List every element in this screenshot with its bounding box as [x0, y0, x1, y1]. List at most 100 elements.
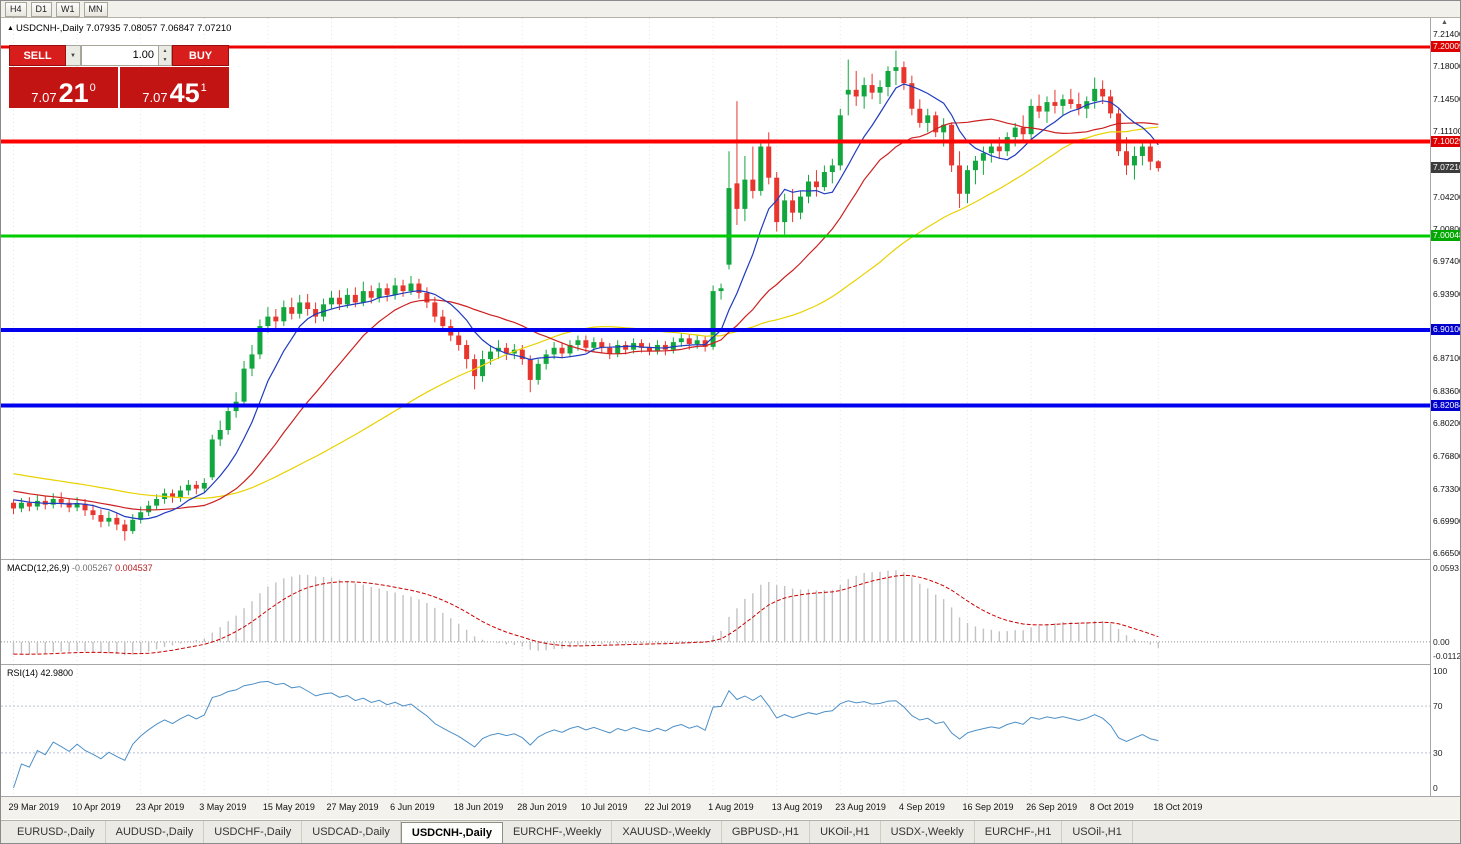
main-price-chart[interactable] — [1, 18, 1430, 559]
macd-axis-label: 0.00 — [1433, 636, 1450, 647]
tab-ukoil-h1[interactable]: UKOil-,H1 — [810, 821, 881, 843]
price-badge: 6.90100 — [1431, 323, 1460, 335]
volume-up-icon[interactable]: ▲ — [159, 46, 171, 56]
price-tick: 6.66500 — [1433, 547, 1461, 558]
main-chart-svg[interactable] — [1, 18, 1430, 559]
scroll-to-end-icon[interactable]: ▲ — [1441, 19, 1448, 26]
price-tick: 7.04200 — [1433, 191, 1461, 202]
date-label: 22 Jul 2019 — [644, 802, 692, 812]
price-badge: 7.07210 — [1431, 162, 1460, 174]
macd-label: MACD(12,26,9) — [7, 563, 70, 573]
tab-eurchf-h1[interactable]: EURCHF-,H1 — [975, 821, 1063, 843]
macd-panel[interactable] — [1, 560, 1430, 664]
price-tick: 7.14500 — [1433, 94, 1461, 105]
collapse-icon[interactable]: ▲ — [7, 25, 14, 32]
macd-signal-line — [13, 574, 1159, 655]
price-badge: 7.00048 — [1431, 229, 1460, 241]
rsi-panel[interactable] — [1, 665, 1430, 796]
date-label: 13 Aug 2019 — [771, 802, 823, 812]
date-label: 10 Jul 2019 — [580, 802, 628, 812]
date-label: 23 Aug 2019 — [835, 802, 886, 812]
bid-price-small: 7.07 — [31, 90, 57, 105]
volume-dropdown-icon[interactable]: ▼ — [66, 45, 81, 66]
price-tick: 6.73300 — [1433, 483, 1461, 494]
one-click-trade-panel: SELL ▼ 1.00 ▲ ▼ BUY 7.07 21 0 7.07 45 1 — [9, 45, 229, 108]
price-badge: 7.10029 — [1431, 135, 1460, 147]
price-tick: 7.21400 — [1433, 29, 1461, 40]
bid-price-sup: 0 — [89, 82, 96, 94]
date-label: 15 May 2019 — [262, 802, 315, 812]
macd-signal-value: 0.004537 — [115, 563, 153, 573]
timeframe-button-d1[interactable]: D1 — [30, 1, 53, 17]
rsi-line — [13, 680, 1159, 789]
date-label: 28 Jun 2019 — [517, 802, 567, 812]
time-axis[interactable]: 29 Mar 2019 10 Apr 2019 23 Apr 2019 3 May 2… — [1, 797, 1460, 819]
date-label: 8 Oct 2019 — [1089, 802, 1134, 812]
chart-title-ohlc: 7.07935 7.08057 7.06847 7.07210 — [86, 23, 232, 34]
panel-separator — [1, 796, 1460, 797]
price-tick: 7.11100 — [1433, 126, 1461, 137]
chart-title: ▲ USDCNH-,Daily 7.07935 7.08057 7.06847 7… — [7, 23, 231, 34]
tab-usoil-h1[interactable]: USOil-,H1 — [1062, 821, 1133, 843]
macd-label-row: MACD(12,26,9) -0.005267 0.004537 — [7, 563, 153, 573]
timeframe-toolbar: H4 D1 W1 MN — [1, 1, 1460, 18]
tab-usdx-weekly[interactable]: USDX-,Weekly — [881, 821, 975, 843]
date-label: 6 Jun 2019 — [390, 802, 435, 812]
price-tick: 6.97400 — [1433, 255, 1461, 266]
rsi-svg[interactable] — [1, 665, 1430, 796]
rsi-label: RSI(14) — [7, 668, 39, 678]
date-label: 1 Aug 2019 — [708, 802, 754, 812]
date-label: 29 Mar 2019 — [8, 802, 60, 812]
macd-axis-label: 0.0593 — [1433, 563, 1459, 573]
tab-audusd-daily[interactable]: AUDUSD-,Daily — [106, 821, 205, 843]
date-label: 3 May 2019 — [199, 802, 247, 812]
tab-xauusd-weekly[interactable]: XAUUSD-,Weekly — [612, 821, 722, 843]
price-tick: 6.76800 — [1433, 450, 1461, 461]
chart-title-symbol: USDCNH-,Daily — [15, 23, 84, 34]
date-label: 10 Apr 2019 — [72, 802, 121, 812]
date-label: 4 Sep 2019 — [898, 802, 945, 812]
tab-eurchf-weekly[interactable]: EURCHF-,Weekly — [503, 821, 613, 843]
price-tick: 7.00800 — [1433, 223, 1461, 234]
moving-averages-layer — [13, 83, 1159, 520]
sell-button[interactable]: SELL — [9, 45, 66, 66]
price-tick: 6.93900 — [1433, 288, 1461, 299]
price-badge: 7.20009 — [1431, 41, 1460, 53]
bid-quote[interactable]: 7.07 21 0 — [9, 67, 118, 108]
panel-separator[interactable] — [1, 559, 1460, 560]
panel-separator[interactable] — [1, 664, 1460, 665]
volume-down-icon[interactable]: ▼ — [159, 55, 171, 65]
ask-price-sup: 1 — [200, 82, 207, 94]
horizontal-lines-layer[interactable] — [1, 45, 1430, 408]
price-tick: 6.69900 — [1433, 515, 1461, 526]
date-label: 23 Apr 2019 — [135, 802, 185, 812]
price-axis[interactable]: 7.21400 7.18000 7.14500 7.11100 7.04200 7.008… — [1430, 18, 1461, 796]
tab-eurusd-daily[interactable]: EURUSD-,Daily — [7, 821, 106, 843]
tab-usdcad-daily[interactable]: USDCAD-,Daily — [302, 821, 401, 843]
chart-tabs-bar: EURUSD-,Daily AUDUSD-,Daily USDCHF-,Daily U… — [1, 820, 1460, 843]
timeframe-button-mn[interactable]: MN — [83, 1, 108, 17]
timeframe-button-h4[interactable]: H4 — [5, 1, 27, 17]
rsi-axis-label: 30 — [1433, 747, 1443, 758]
date-label: 27 May 2019 — [326, 802, 379, 812]
date-label: 18 Jun 2019 — [453, 802, 504, 812]
tab-usdchf-daily[interactable]: USDCHF-,Daily — [204, 821, 303, 843]
rsi-value: 42.9800 — [40, 668, 74, 678]
macd-axis-label: -0.01128 — [1433, 651, 1461, 661]
buy-button[interactable]: BUY — [172, 45, 229, 66]
tab-usdcnh-daily[interactable]: USDCNH-,Daily — [400, 822, 503, 843]
macd-svg[interactable] — [1, 560, 1430, 664]
volume-input[interactable]: 1.00 — [81, 45, 159, 66]
volume-stepper: ▲ ▼ — [159, 45, 172, 66]
rsi-label-row: RSI(14) 42.9800 — [7, 668, 73, 678]
bid-price-big: 21 — [58, 78, 89, 108]
ask-quote[interactable]: 7.07 45 1 — [120, 67, 229, 108]
timeframe-button-w1[interactable]: W1 — [56, 1, 80, 17]
candles-layer — [11, 50, 1161, 541]
price-tick: 7.18000 — [1433, 61, 1461, 72]
date-label: 26 Sep 2019 — [1026, 802, 1078, 812]
rsi-axis-label: 0 — [1433, 783, 1438, 793]
macd-grid — [13, 560, 1159, 664]
price-tick: 6.83600 — [1433, 386, 1461, 397]
tab-gbpusd-h1[interactable]: GBPUSD-,H1 — [722, 821, 811, 843]
